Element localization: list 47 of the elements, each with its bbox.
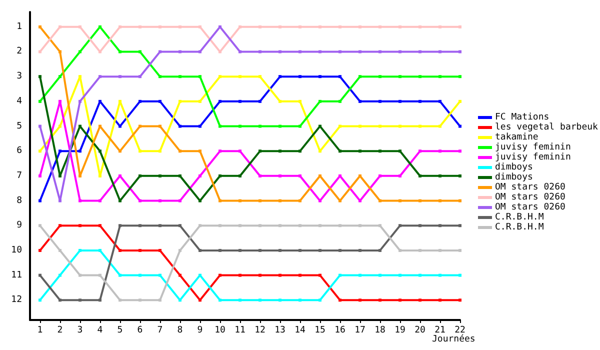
x-tick-label: 14 xyxy=(294,326,306,336)
y-tick-label: 12 xyxy=(11,295,22,306)
x-tick-label: 18 xyxy=(374,326,386,336)
legend-label: OM stars 0260 xyxy=(495,202,566,212)
x-tick-label: 13 xyxy=(274,326,286,336)
legend-label: C.R.B.H.M xyxy=(495,222,544,232)
legend-label: dimboys xyxy=(495,172,533,182)
x-tick-label: 3 xyxy=(77,326,83,336)
legend-label: juvisy feminin xyxy=(495,142,571,152)
x-tick-label: 5 xyxy=(117,326,123,336)
legend-label: OM stars 0260 xyxy=(495,182,566,192)
y-tick-label: 3 xyxy=(16,72,22,82)
y-tick-label: 2 xyxy=(16,46,22,57)
x-tick-label: 22 xyxy=(454,326,466,336)
x-tick-label: 6 xyxy=(137,326,143,336)
legend-label: juvisy feminin xyxy=(495,152,571,162)
y-tick-label: 6 xyxy=(16,146,22,156)
x-tick-label: 16 xyxy=(334,326,346,336)
y-tick-label: 10 xyxy=(11,245,22,256)
x-tick-label: 15 xyxy=(314,326,326,336)
x-tick-label: 4 xyxy=(97,326,103,336)
x-tick-label: 2 xyxy=(57,326,63,336)
x-tick-label: 19 xyxy=(394,326,406,336)
legend-label: takamine xyxy=(495,132,538,142)
x-tick-label: 11 xyxy=(234,326,246,336)
x-tick-label: 17 xyxy=(354,326,366,336)
x-tick-label: 10 xyxy=(214,326,226,336)
x-tick-label: 20 xyxy=(414,326,426,336)
y-tick-label: 4 xyxy=(16,96,22,106)
y-tick-label: 9 xyxy=(16,220,22,231)
x-tick-label: 1 xyxy=(37,326,43,336)
y-tick-label: 5 xyxy=(16,121,22,132)
x-tick-label: 21 xyxy=(434,326,446,336)
legend-label: OM stars 0260 xyxy=(495,192,566,202)
x-tick-label: 8 xyxy=(177,326,183,336)
y-tick-label: 7 xyxy=(16,170,22,181)
legend-label: dimboys xyxy=(495,162,533,172)
x-tick-label: 7 xyxy=(157,326,163,336)
y-tick-label: 11 xyxy=(11,270,22,280)
legend-label: les vegetal barbeuk xyxy=(495,122,599,132)
legend-label: FC Mations xyxy=(495,112,550,122)
x-tick-label: 12 xyxy=(254,326,266,336)
x-tick-label: 9 xyxy=(197,326,203,336)
legend-label: C.R.B.H.M xyxy=(495,212,544,222)
y-tick-label: 1 xyxy=(16,22,22,32)
y-tick-label: 8 xyxy=(16,196,22,206)
x-axis-title: Journées xyxy=(432,334,476,344)
